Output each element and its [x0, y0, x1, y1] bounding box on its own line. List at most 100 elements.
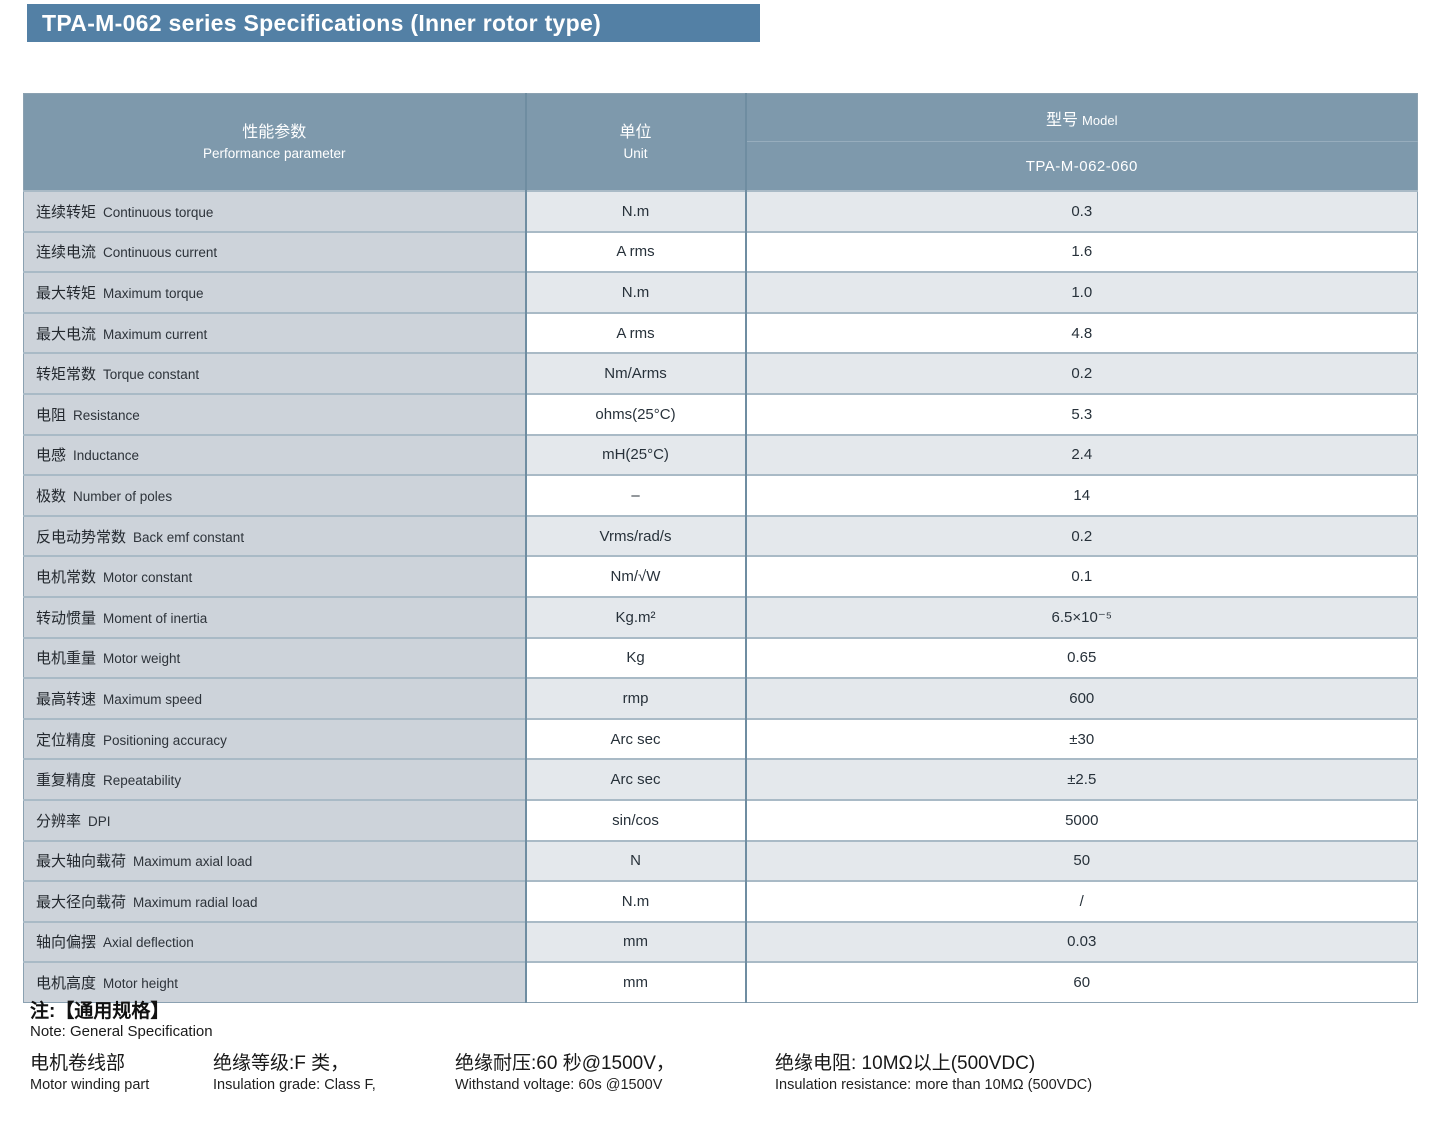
unit-cell: Arc sec — [524, 759, 746, 800]
parameter-label-en: Maximum torque — [103, 285, 204, 301]
table-row: 连续转矩 Continuous torque N.m 0.3 — [23, 191, 1418, 232]
parameter-cell: 连续电流 Continuous current — [23, 231, 526, 273]
table-row: 分辨率 DPI sin/cos 5000 — [23, 799, 1418, 841]
header-model-en: Model — [1082, 112, 1118, 128]
value-cell: 600 — [744, 678, 1418, 719]
value-cell: 1.0 — [744, 272, 1418, 313]
parameter-label-zh: 最高转速 — [36, 690, 97, 708]
header-unit-zh: 单位 — [619, 123, 652, 141]
parameter-label-en: Torque constant — [103, 367, 200, 383]
parameter-label-en: Number of poles — [73, 488, 173, 504]
parameter-label-en: Back emf constant — [133, 529, 245, 545]
value-cell: 4.8 — [744, 312, 1418, 354]
header-model-value: TPA-M-062-060 — [744, 141, 1418, 191]
note-motor-winding-part-zh: 电机卷线部 — [30, 1053, 126, 1074]
parameter-label-en: Maximum radial load — [133, 894, 258, 910]
header-performance-parameter-en: Performance parameter — [202, 145, 346, 161]
parameter-label-en: Moment of inertia — [103, 610, 208, 626]
table-row: 转动惯量 Moment of inertia Kg.m² 6.5×10⁻⁵ — [23, 596, 1418, 638]
parameter-label-zh: 最大轴向载荷 — [36, 853, 127, 871]
parameter-cell: 电感 Inductance — [23, 434, 526, 476]
parameter-label-en: DPI — [88, 813, 111, 829]
parameter-label-zh: 反电动势常数 — [36, 528, 127, 546]
note-insulation-resistance-en: Insulation resistance: more than 10MΩ (5… — [775, 1077, 1093, 1093]
parameter-label-zh: 重复精度 — [36, 772, 97, 790]
page-title: TPA-M-062 series Specifications (Inner r… — [27, 4, 760, 42]
note-insulation-resistance-zh: 绝缘电阻: 10MΩ以上(500VDC) — [775, 1053, 1036, 1074]
header-performance-parameter-zh: 性能参数 — [242, 123, 307, 141]
parameter-label-zh: 转动惯量 — [36, 609, 97, 627]
value-cell: 0.3 — [744, 191, 1418, 232]
parameter-label-en: Maximum axial load — [133, 854, 253, 870]
parameter-cell: 电阻 Resistance — [23, 393, 526, 435]
table-row: 最大电流 Maximum current A rms 4.8 — [23, 312, 1418, 354]
table-row: 连续电流 Continuous current A rms 1.6 — [23, 231, 1418, 273]
parameter-cell: 重复精度 Repeatability — [23, 759, 526, 800]
note-motor-winding-part: 电机卷线部 Motor winding part — [30, 1052, 149, 1095]
header-unit-en: Unit — [623, 145, 648, 161]
parameter-label-en: Repeatability — [103, 773, 182, 789]
value-cell: 0.2 — [744, 515, 1418, 557]
header-model-zh: 型号 — [1046, 111, 1079, 129]
parameter-cell: 反电动势常数 Back emf constant — [23, 515, 526, 557]
parameter-label-zh: 连续电流 — [36, 244, 97, 262]
parameter-label-en: Motor weight — [103, 651, 181, 667]
parameter-label-zh: 最大径向载荷 — [36, 893, 127, 911]
parameter-cell: 最大轴向载荷 Maximum axial load — [23, 840, 526, 882]
parameter-label-zh: 轴向偏摆 — [36, 934, 97, 952]
table-row: 最高转速 Maximum speed rmp 600 — [23, 678, 1418, 719]
value-cell: 0.65 — [744, 637, 1418, 679]
value-cell: ±2.5 — [744, 759, 1418, 800]
value-cell: / — [744, 881, 1418, 922]
note-title-zh: 注:【通用规格】 — [30, 1001, 170, 1022]
spec-table-header: 性能参数 Performance parameter 单位 Unit 型号 Mod… — [23, 93, 1418, 191]
unit-cell: N — [524, 840, 746, 882]
parameter-label-zh: 电机重量 — [36, 650, 97, 668]
header-model: 型号 Model — [744, 93, 1418, 142]
parameter-label-zh: 电感 — [36, 447, 67, 465]
value-cell: 50 — [744, 840, 1418, 882]
table-row: 电感 Inductance mH(25°C) 2.4 — [23, 434, 1418, 476]
note-withstand-voltage: 绝缘耐压:60 秒@1500V， Withstand voltage: 60s … — [455, 1052, 675, 1095]
note-insulation-grade: 绝缘等级:F 类， Insulation grade: Class F, — [213, 1052, 376, 1095]
value-cell: 5.3 — [744, 393, 1418, 435]
parameter-cell: 最大径向载荷 Maximum radial load — [23, 881, 526, 922]
header-performance-parameter: 性能参数 Performance parameter — [23, 93, 526, 191]
parameter-cell: 轴向偏摆 Axial deflection — [23, 921, 526, 963]
value-cell: 0.2 — [744, 353, 1418, 394]
unit-cell: mm — [524, 962, 746, 1003]
table-row: 极数 Number of poles –14 — [23, 475, 1418, 516]
table-row: 定位精度 Positioning accuracy Arc sec ±30 — [23, 718, 1418, 760]
parameter-cell: 转矩常数 Torque constant — [23, 353, 526, 394]
parameter-label-en: Inductance — [73, 448, 140, 464]
value-cell: 14 — [744, 475, 1418, 516]
parameter-label-en: Axial deflection — [103, 935, 194, 951]
value-cell: 0.1 — [744, 556, 1418, 597]
note-insulation-resistance: 绝缘电阻: 10MΩ以上(500VDC) Insulation resistan… — [775, 1052, 1092, 1095]
table-row: 电机常数 Motor constant Nm/√W 0.1 — [23, 556, 1418, 597]
table-row: 反电动势常数 Back emf constant Vrms/rad/s 0.2 — [23, 515, 1418, 557]
table-row: 电阻 Resistance ohms(25°C) 5.3 — [23, 393, 1418, 435]
parameter-cell: 最高转速 Maximum speed — [23, 678, 526, 719]
parameter-label-en: Maximum current — [103, 326, 208, 342]
parameter-label-zh: 极数 — [36, 487, 67, 505]
parameter-label-en: Positioning accuracy — [103, 732, 227, 748]
parameter-label-zh: 最大电流 — [36, 325, 97, 343]
parameter-label-zh: 转矩常数 — [36, 366, 97, 384]
unit-cell: N.m — [524, 191, 746, 232]
value-cell: ±30 — [744, 718, 1418, 760]
parameter-label-zh: 连续转矩 — [36, 203, 97, 221]
note-insulation-grade-en: Insulation grade: Class F, — [213, 1077, 376, 1093]
parameter-label-zh: 定位精度 — [36, 731, 97, 749]
unit-cell: rmp — [524, 678, 746, 719]
spec-table: 性能参数 Performance parameter 单位 Unit 型号 Mod… — [23, 93, 1418, 1003]
table-row: 电机重量 Motor weight Kg 0.65 — [23, 637, 1418, 679]
note-withstand-voltage-zh: 绝缘耐压:60 秒@1500V， — [455, 1053, 675, 1074]
unit-cell: Arc sec — [524, 718, 746, 760]
header-unit: 单位 Unit — [524, 93, 746, 191]
value-cell: 0.03 — [744, 921, 1418, 963]
parameter-label-en: Motor constant — [103, 570, 193, 586]
unit-cell: – — [524, 475, 746, 516]
table-row: 最大转矩 Maximum torque N.m 1.0 — [23, 272, 1418, 313]
table-row: 最大径向载荷 Maximum radial load N.m / — [23, 881, 1418, 922]
